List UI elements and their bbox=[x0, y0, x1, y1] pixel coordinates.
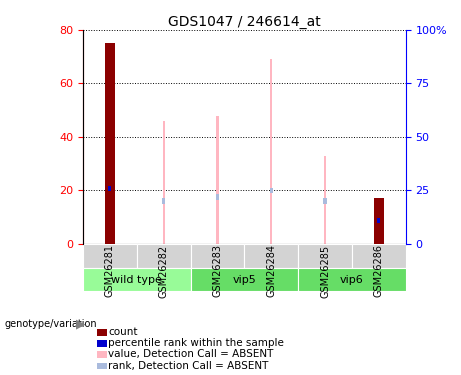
Text: ▶: ▶ bbox=[76, 318, 86, 331]
Text: GSM26284: GSM26284 bbox=[266, 244, 276, 297]
Text: vip5: vip5 bbox=[232, 274, 256, 285]
Bar bbox=[137, 244, 190, 268]
Text: value, Detection Call = ABSENT: value, Detection Call = ABSENT bbox=[108, 350, 274, 359]
Bar bbox=[270, 59, 272, 244]
Text: GSM26281: GSM26281 bbox=[105, 244, 115, 297]
Bar bbox=[163, 121, 165, 244]
Bar bbox=[83, 244, 137, 268]
Text: GSM26286: GSM26286 bbox=[374, 244, 384, 297]
Text: rank, Detection Call = ABSENT: rank, Detection Call = ABSENT bbox=[108, 361, 269, 370]
Bar bbox=[352, 244, 406, 268]
Text: GSM26285: GSM26285 bbox=[320, 244, 330, 297]
Bar bbox=[190, 268, 298, 291]
Bar bbox=[377, 218, 380, 223]
Text: GSM26283: GSM26283 bbox=[213, 244, 223, 297]
Bar bbox=[216, 116, 219, 244]
Text: GSM26282: GSM26282 bbox=[159, 244, 169, 297]
Bar bbox=[108, 186, 112, 191]
Bar bbox=[298, 244, 352, 268]
Bar bbox=[83, 268, 190, 291]
Title: GDS1047 / 246614_at: GDS1047 / 246614_at bbox=[168, 15, 321, 29]
Text: genotype/variation: genotype/variation bbox=[5, 320, 97, 329]
Bar bbox=[270, 188, 273, 193]
Bar bbox=[298, 268, 406, 291]
Bar bbox=[216, 194, 219, 200]
Text: count: count bbox=[108, 327, 138, 337]
Bar bbox=[105, 44, 115, 244]
Bar bbox=[374, 198, 384, 244]
Text: vip6: vip6 bbox=[340, 274, 364, 285]
Bar bbox=[324, 156, 326, 244]
Text: percentile rank within the sample: percentile rank within the sample bbox=[108, 338, 284, 348]
Text: wild type: wild type bbox=[111, 274, 162, 285]
Bar bbox=[323, 198, 326, 204]
Bar bbox=[162, 198, 165, 204]
Bar bbox=[190, 244, 244, 268]
Bar bbox=[244, 244, 298, 268]
